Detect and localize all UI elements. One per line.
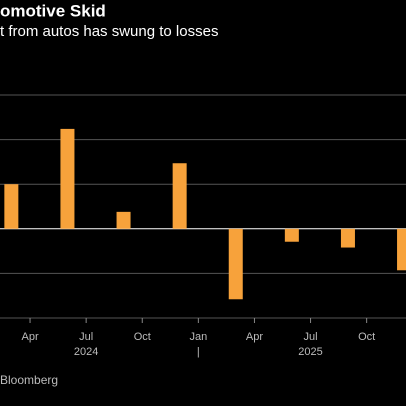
bar <box>116 211 131 229</box>
x-tick-label: Oct <box>358 331 375 343</box>
year-label: | <box>197 346 200 358</box>
bar <box>397 228 406 271</box>
bar <box>340 228 355 248</box>
year-label: 2025 <box>298 346 322 358</box>
bar <box>60 128 75 229</box>
x-tick-label: Apr <box>246 331 263 343</box>
bar <box>172 163 187 229</box>
chart-title: omotive Skid <box>0 1 106 20</box>
chart-subtitle: t from autos has swung to losses <box>0 23 218 40</box>
source: Bloomberg <box>0 373 58 387</box>
x-tick-label: Jan <box>189 331 207 343</box>
year-label: 2024 <box>74 346 98 358</box>
x-tick-label: Oct <box>134 331 151 343</box>
x-tick-label: Jul <box>79 331 93 343</box>
x-tick-label: Apr <box>21 331 38 343</box>
x-tick-label: Jul <box>304 331 318 343</box>
bar <box>228 228 243 300</box>
bar <box>4 184 19 229</box>
bar <box>284 228 299 242</box>
